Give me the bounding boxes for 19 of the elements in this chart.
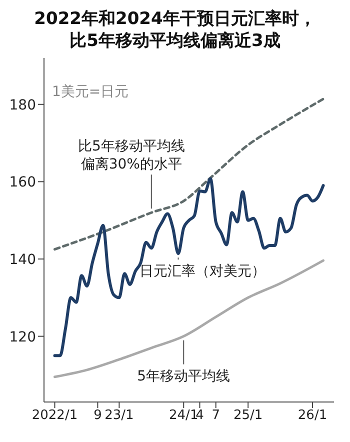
x-tick-label: 24/1 <box>169 408 198 424</box>
x-tick-label: 4 <box>196 408 204 424</box>
x-tick-label: 7 <box>212 408 220 424</box>
chart-title: 2022年和2024年干预日元汇率时，比5年移动平均线偏离近3成 <box>33 8 317 52</box>
series-label: 比5年移动平均线偏离30%的水平 <box>78 138 185 173</box>
x-tick-label: 2022/1 <box>32 408 78 424</box>
line-series <box>53 177 325 358</box>
x-tick-label: 26/1 <box>298 408 328 424</box>
y-tick-label: 140 <box>9 252 36 268</box>
x-tick-label: 25/1 <box>233 408 263 424</box>
y-axis-title: 1美元=日元 <box>52 84 129 100</box>
y-tick-label: 180 <box>9 97 36 114</box>
y-tick-label: 160 <box>9 174 36 191</box>
x-tick-label: 23/1 <box>104 408 134 424</box>
series-label: 日元汇率（对美元） <box>139 264 266 280</box>
y-tick-label: 120 <box>9 329 36 346</box>
line-series <box>53 98 325 251</box>
series-label: 5年移动平均线 <box>137 368 230 384</box>
x-tick-label: 9 <box>94 408 102 424</box>
